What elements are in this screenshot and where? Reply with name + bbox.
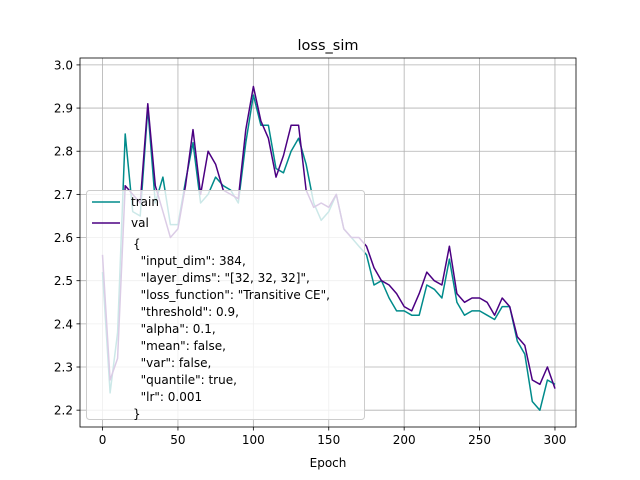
legend: train val { "input_dim": 384, "layer_dim… [86, 190, 365, 421]
y-axis: 2.2 2.3 2.4 2.5 2.6 2.7 2.8 2.9 3.0 [54, 58, 80, 418]
x-axis-label: Epoch [310, 456, 347, 470]
legend-config-line: "layer_dims": "[32, 32, 32]", [133, 271, 310, 285]
legend-config-line: } [133, 407, 141, 421]
legend-config-line: "threshold": 0.9, [133, 305, 239, 319]
legend-config-line: "mean": false, [133, 339, 226, 353]
y-tick-label: 2.2 [54, 404, 73, 418]
y-tick-label: 2.7 [54, 188, 73, 202]
plot-frame [79, 57, 577, 428]
legend-box [86, 190, 365, 420]
x-tick-label: 200 [393, 433, 416, 447]
chart-title: loss_sim [298, 38, 359, 54]
y-tick-label: 2.3 [54, 361, 73, 375]
x-tick-label: 250 [468, 433, 491, 447]
legend-config-text: { "input_dim": 384, "layer_dims": "[32, … [133, 237, 330, 421]
x-tick-label: 150 [317, 433, 340, 447]
legend-config-line: "lr": 0.001 [133, 390, 202, 404]
legend-config-line: "loss_function": "Transitive CE", [133, 288, 330, 302]
x-tick-label: 300 [544, 433, 567, 447]
y-tick-label: 2.8 [54, 145, 73, 159]
y-tick-label: 2.4 [54, 317, 73, 331]
x-tick-label: 50 [170, 433, 185, 447]
x-tick-label: 0 [99, 433, 107, 447]
x-axis: 0 50 100 150 200 250 300 [99, 427, 567, 447]
legend-label-val: val [131, 216, 149, 230]
legend-config-line: "alpha": 0.1, [133, 322, 216, 336]
y-tick-label: 3.0 [54, 58, 73, 72]
legend-config-line: "var": false, [133, 356, 211, 370]
legend-config-line: "quantile": true, [133, 373, 237, 387]
x-tick-label: 100 [242, 433, 265, 447]
y-tick-label: 2.9 [54, 102, 73, 116]
legend-label-train: train [131, 195, 159, 209]
legend-config-line: { [133, 237, 141, 251]
y-tick-label: 2.6 [54, 231, 73, 245]
legend-config-line: "input_dim": 384, [133, 254, 246, 268]
y-tick-label: 2.5 [54, 274, 73, 288]
